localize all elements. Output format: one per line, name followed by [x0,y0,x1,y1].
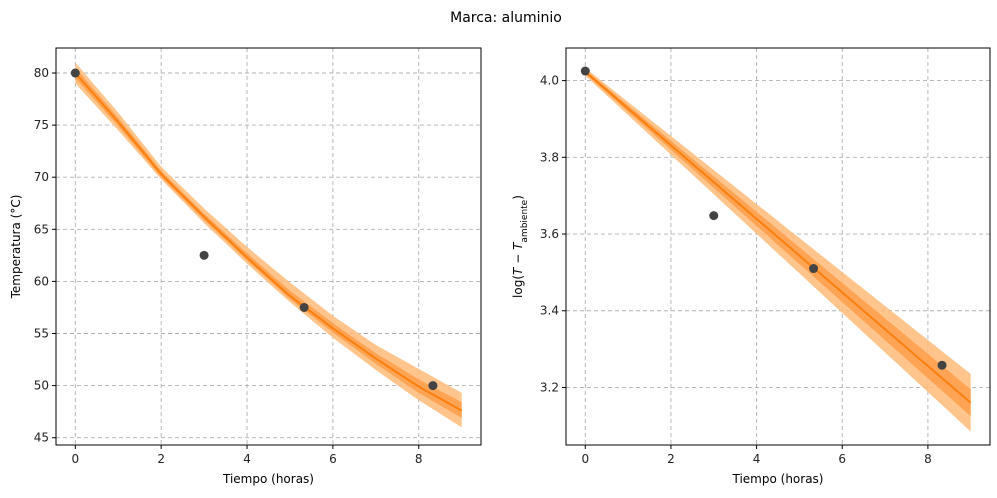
y-tick-label: 60 [34,274,49,288]
x-tick-label: 8 [924,452,932,466]
y-label-main: log( [511,275,525,298]
inner-confidence-band [585,69,971,417]
fit-line [74,72,463,412]
y-tick-label: 3.6 [540,227,559,241]
axes: 0 2 4 6 8 45 50 55 60 65 70 75 80 [34,47,482,466]
x-tick-label: 2 [667,452,675,466]
x-tick-label: 0 [71,452,79,466]
y-tick-label: 3.8 [540,150,559,164]
y-tick-label: 50 [34,379,49,393]
data-points [70,68,438,391]
y-label-minus: − [511,250,525,268]
y-label-sym: T [511,241,525,250]
fit-line-path [584,71,972,404]
data-point [428,381,438,391]
fit-line-path [74,72,463,412]
data-point [199,250,209,260]
x-tick-label: 4 [753,452,761,466]
fit-line [584,71,972,404]
data-point [299,302,309,312]
plot-frame [55,47,482,446]
x-tick-label: 4 [243,452,251,466]
y-tick-label: 70 [34,170,49,184]
y-tick-label: 4.0 [540,74,559,88]
data-point [809,264,819,274]
data-points [580,66,947,370]
figure-title: Marca: aluminio [450,10,562,26]
plot-frame [565,47,991,446]
y-tick-label: 55 [34,327,49,341]
grid [566,48,990,445]
temperature-plot: 0 2 4 6 8 45 50 55 60 65 70 75 80 Tiempo (horas) Tem… [9,47,482,486]
y-axis-label: Temperatura (°C) [9,195,23,300]
confidence-bands [585,67,971,432]
log-temperature-plot: 0 2 4 6 8 3.2 3.4 3.6 3.8 4.0 Tiempo (horas) log(… [511,47,991,486]
x-tick-label: 2 [157,452,165,466]
data-point [937,360,947,370]
y-label-close: ) [511,195,525,200]
inner-confidence-band [75,67,462,418]
confidence-bands [75,62,462,428]
y-label-var: T [511,266,525,275]
y-axis-label: log(T − Tambiente) [511,195,530,298]
data-point [709,211,719,221]
x-tick-label: 6 [838,452,846,466]
x-axis-label: Tiempo (horas) [222,472,314,486]
grid [56,48,481,445]
y-tick-label: 3.4 [540,304,559,318]
data-point [580,66,590,76]
axes: 0 2 4 6 8 3.2 3.4 3.6 3.8 4.0 [540,47,991,466]
y-tick-label: 45 [34,431,49,445]
y-tick-label: 75 [34,118,49,132]
x-tick-label: 0 [581,452,589,466]
y-tick-label: 3.2 [540,380,559,394]
data-point [70,68,80,78]
x-axis-label: Tiempo (horas) [732,472,824,486]
x-tick-label: 8 [415,452,423,466]
y-label-sub: ambiente [520,199,530,242]
x-tick-label: 6 [329,452,337,466]
y-tick-label: 80 [34,66,49,80]
y-tick-label: 65 [34,222,49,236]
